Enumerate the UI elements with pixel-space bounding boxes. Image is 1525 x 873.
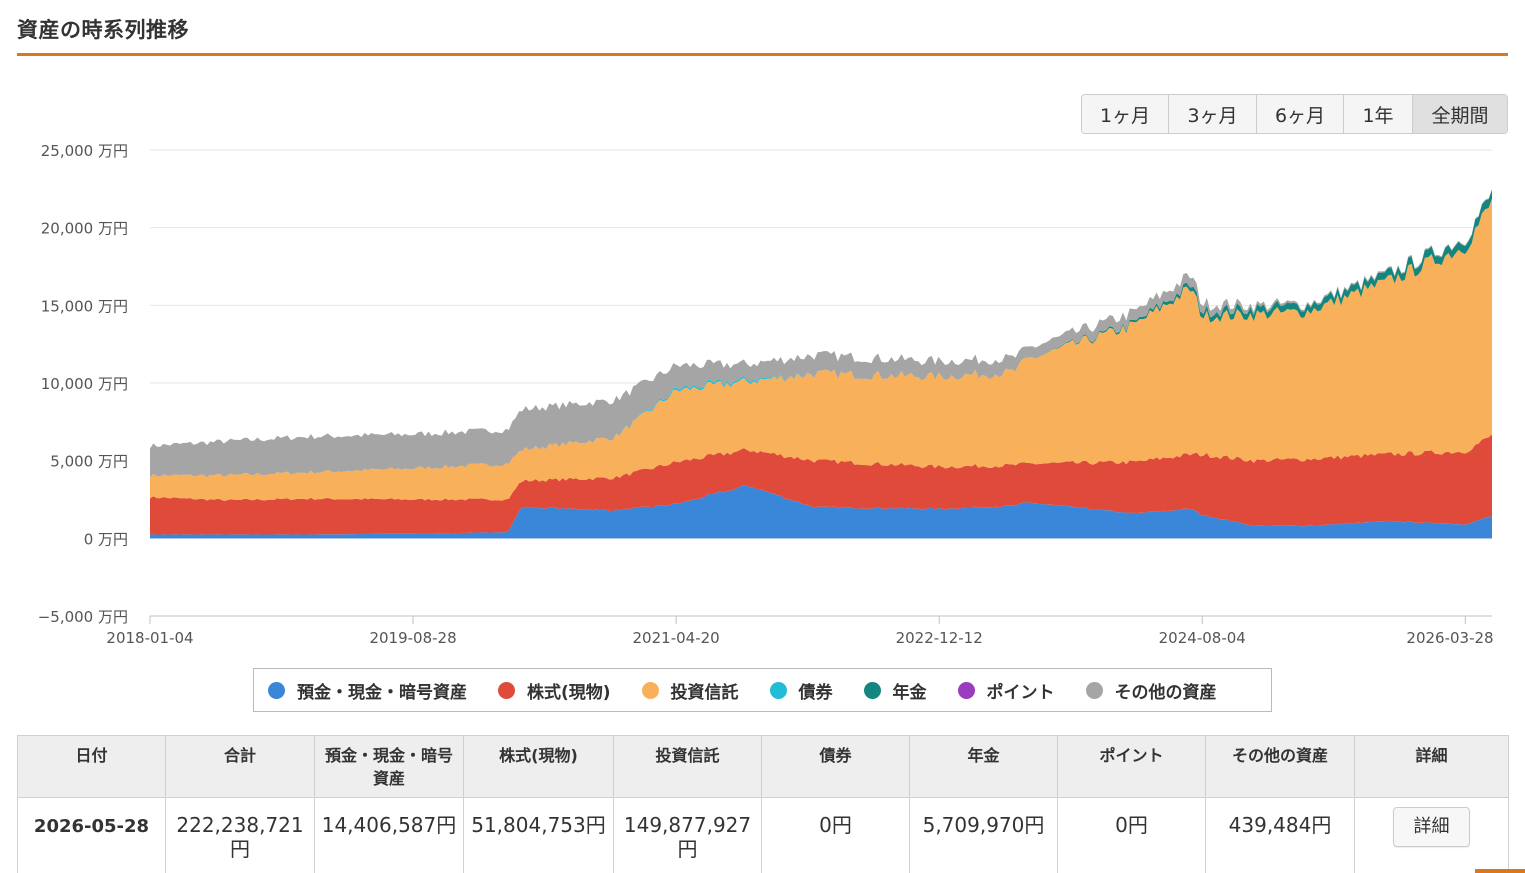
legend-label-stocks: 株式(現物) [527, 682, 611, 703]
legend-label-bonds: 債券 [798, 682, 833, 703]
legend-item-bonds[interactable]: 債券 [769, 678, 833, 703]
range-button-6m[interactable]: 6ヶ月 [1257, 95, 1344, 133]
cell-points: 0円 [1057, 797, 1206, 873]
legend-dot-stocks [498, 681, 515, 699]
range-button-3m[interactable]: 3ヶ月 [1169, 95, 1257, 133]
x-tick-label: 2021-04-20 [633, 629, 720, 647]
area-series-0 [150, 485, 1492, 539]
legend-item-other[interactable]: その他の資産 [1085, 678, 1217, 703]
legend-dot-other [1085, 681, 1103, 699]
table-row: 2026-05-28 222,238,721円 14,406,587円 51,8… [17, 797, 1509, 873]
legend-dot-bonds [769, 681, 787, 699]
chart-legend: 預金・現金・暗号資産 株式(現物) 投資信託 債券 年金 ポイント その他の資産 [253, 668, 1272, 712]
header-date: 日付 [17, 735, 166, 798]
legend-label-deposits: 預金・現金・暗号資産 [297, 682, 467, 703]
cell-total: 222,238,721円 [165, 797, 315, 873]
x-tick-label: 2022-12-12 [896, 629, 983, 647]
y-tick-label: 5,000 万円 [50, 453, 128, 471]
y-tick-label: −5,000 万円 [38, 608, 128, 626]
range-button-1m[interactable]: 1ヶ月 [1082, 95, 1169, 133]
cell-detail: 詳細 [1354, 797, 1509, 873]
header-detail: 詳細 [1354, 735, 1509, 798]
legend-item-stocks[interactable]: 株式(現物) [498, 678, 611, 703]
header-points: ポイント [1057, 735, 1206, 798]
legend-dot-points [957, 681, 975, 699]
legend-dot-pension [863, 681, 881, 699]
y-tick-label: 15,000 万円 [41, 297, 128, 315]
cell-date: 2026-05-28 [17, 797, 166, 873]
header-deposits: 預金・現金・暗号資産 [314, 735, 464, 798]
area-series-1 [150, 434, 1492, 535]
cell-other: 439,484円 [1205, 797, 1355, 873]
y-tick-label: 10,000 万円 [41, 375, 128, 393]
legend-item-points[interactable]: ポイント [957, 678, 1055, 703]
page-title: 資産の時系列推移 [17, 18, 189, 42]
header-deposits-label: 預金・現金・暗号資産 [324, 746, 453, 788]
scroll-top-marker[interactable] [1475, 869, 1525, 873]
legend-dot-funds [641, 681, 659, 699]
cell-bonds: 0円 [761, 797, 910, 873]
cell-pension: 5,709,970円 [909, 797, 1058, 873]
range-selector: 1ヶ月 3ヶ月 6ヶ月 1年 全期間 [1081, 94, 1508, 134]
x-tick-label: 2018-01-04 [106, 629, 193, 647]
header-other: その他の資産 [1205, 735, 1355, 798]
x-tick-label: 2019-08-28 [369, 629, 456, 647]
x-tick-label: 2024-08-04 [1159, 629, 1246, 647]
legend-item-deposits[interactable]: 預金・現金・暗号資産 [268, 678, 467, 703]
cell-total-value: 222,238,721円 [176, 813, 304, 861]
legend-item-pension[interactable]: 年金 [863, 678, 927, 703]
asset-area-chart: 25,000 万円 20,000 万円 15,000 万円 10,000 万円 5,00… [38, 142, 1494, 647]
cell-deposits: 14,406,587円 [314, 797, 464, 873]
area-series-2 [150, 198, 1492, 501]
legend-label-points: ポイント [986, 682, 1055, 703]
detail-button[interactable]: 詳細 [1393, 807, 1470, 847]
legend-label-pension: 年金 [892, 682, 927, 703]
range-button-all[interactable]: 全期間 [1413, 95, 1507, 133]
header-total: 合計 [165, 735, 315, 798]
cell-funds: 149,877,927円 [613, 797, 762, 873]
cell-funds-value: 149,877,927円 [623, 813, 752, 861]
legend-item-funds[interactable]: 投資信託 [641, 678, 739, 703]
area-series-6 [150, 188, 1492, 478]
y-tick-label: 25,000 万円 [41, 142, 128, 160]
header-bonds: 債券 [761, 735, 910, 798]
y-tick-label: 20,000 万円 [41, 220, 128, 238]
page-heading: 資産の時系列推移 [17, 14, 1508, 56]
asset-summary-table: 日付 合計 預金・現金・暗号資産 株式(現物) 投資信託 債券 年金 ポイント … [17, 735, 1509, 873]
x-tick-label: 2026-03-28 [1406, 629, 1493, 647]
y-tick-label: 0 万円 [84, 530, 128, 548]
cell-stocks: 51,804,753円 [463, 797, 614, 873]
legend-dot-deposits [268, 681, 285, 699]
range-button-1y[interactable]: 1年 [1344, 95, 1413, 133]
legend-label-other: その他の資産 [1114, 682, 1217, 703]
table-header-row: 日付 合計 預金・現金・暗号資産 株式(現物) 投資信託 債券 年金 ポイント … [17, 735, 1509, 798]
header-stocks: 株式(現物) [463, 735, 614, 798]
header-funds: 投資信託 [613, 735, 762, 798]
header-pension: 年金 [909, 735, 1058, 798]
legend-label-funds: 投資信託 [670, 682, 739, 703]
